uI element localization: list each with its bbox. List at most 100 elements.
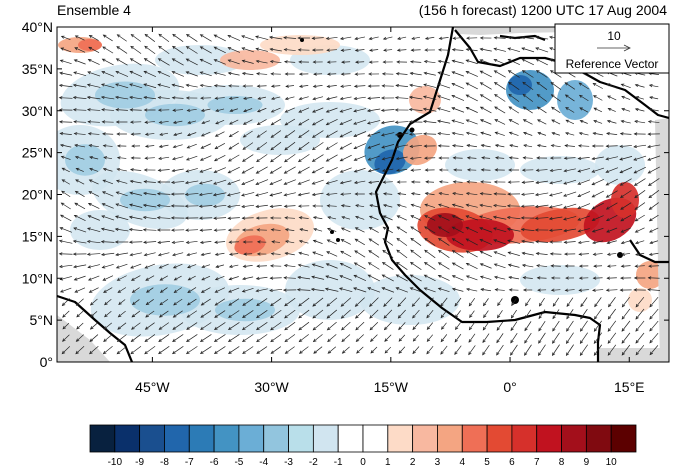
wind-arrow <box>619 178 632 186</box>
wind-arrow <box>59 287 72 293</box>
wind-arrow <box>396 237 408 246</box>
wind-arrow <box>103 287 113 293</box>
wind-arrow <box>129 179 142 184</box>
wind-arrow <box>493 203 507 208</box>
wind-arrow <box>369 204 379 208</box>
wind-arrow <box>285 84 295 88</box>
wind-arrow <box>241 47 255 53</box>
wind-arrow <box>451 107 465 113</box>
wind-arrow <box>73 132 86 136</box>
wind-arrow <box>284 216 295 220</box>
wind-arrow <box>593 107 603 113</box>
wind-arrow <box>339 154 352 162</box>
wind-arrow <box>549 252 562 256</box>
wind-arrow <box>566 320 574 332</box>
wind-arrow <box>270 298 282 307</box>
wind-arrow <box>297 263 310 268</box>
wind-arrow <box>394 96 409 100</box>
wind-arrow <box>143 252 156 257</box>
wind-arrow <box>185 240 198 244</box>
colorbar-label: -7 <box>184 457 194 468</box>
reference-vector-arrowhead <box>623 44 631 52</box>
wind-arrow <box>621 320 631 332</box>
colorbar-label: 1 <box>385 457 391 468</box>
wind-arrow <box>606 252 617 256</box>
wind-arrow <box>437 83 451 89</box>
wind-arrow <box>563 216 577 221</box>
wind-arrow <box>382 226 393 234</box>
wind-arrow <box>242 228 254 232</box>
wind-arrow <box>257 96 267 100</box>
wind-arrow <box>298 251 310 256</box>
wind-arrow <box>422 95 437 100</box>
wind-arrow <box>144 45 156 55</box>
wind-arrow <box>143 83 157 89</box>
wind-arrow <box>367 155 380 161</box>
wind-arrow <box>534 192 549 197</box>
wind-arrow <box>508 119 519 125</box>
wind-arrow <box>451 275 464 281</box>
wind-arrow <box>340 227 351 233</box>
wind-arrow <box>465 82 478 90</box>
colorbar-swatch <box>188 424 215 453</box>
wind-arrow <box>370 346 378 354</box>
wind-arrow <box>382 249 394 258</box>
wind-arrow <box>284 72 295 76</box>
wind-arrow <box>633 178 646 186</box>
wind-arrow <box>507 47 521 53</box>
wind-arrow <box>101 191 114 197</box>
wind-arrow <box>242 154 254 162</box>
colorbar-swatch <box>461 424 488 453</box>
wind-arrow <box>479 250 492 257</box>
wind-arrow <box>424 226 436 234</box>
wind-arrow <box>313 227 323 232</box>
wind-arrow <box>269 47 282 52</box>
wind-arrow <box>380 108 395 112</box>
wind-arrow <box>269 192 283 197</box>
wind-arrow <box>493 180 506 184</box>
wind-arrow <box>86 227 101 233</box>
wind-arrow <box>144 120 155 124</box>
wind-arrow <box>298 321 310 331</box>
negative-anomaly-region <box>240 125 320 155</box>
wind-arrow <box>535 47 549 53</box>
wind-arrow <box>241 179 255 185</box>
island-azores <box>300 38 304 42</box>
wind-arrow <box>578 288 589 292</box>
wind-arrow <box>354 250 366 258</box>
wind-arrow <box>312 251 324 257</box>
colorbar-label: -6 <box>209 457 219 468</box>
wind-arrow <box>74 35 85 41</box>
wind-arrow <box>381 72 394 76</box>
wind-arrow <box>60 155 71 160</box>
wind-arrow <box>129 120 142 124</box>
wind-arrow <box>648 202 659 210</box>
wind-arrow <box>74 202 86 210</box>
wind-arrow <box>565 344 574 357</box>
wind-arrow <box>424 203 436 208</box>
wind-arrow <box>172 263 183 269</box>
wind-arrow <box>649 296 659 308</box>
wind-arrow <box>493 239 507 245</box>
wind-arrow <box>327 334 337 343</box>
wind-arrow <box>466 36 478 40</box>
wind-arrow <box>102 46 114 54</box>
wind-arrow <box>521 239 535 244</box>
wind-arrow <box>621 344 631 356</box>
wind-arrow <box>579 107 589 113</box>
wind-arrow <box>593 264 603 268</box>
wind-arrow <box>242 240 253 244</box>
wind-arrow <box>241 204 255 209</box>
anomaly-region <box>234 235 266 255</box>
wind-arrow <box>115 83 129 89</box>
island-cape-verde-1 <box>330 230 334 234</box>
wind-arrow <box>408 95 423 100</box>
wind-arrow <box>441 322 447 330</box>
wind-arrow <box>426 322 434 330</box>
colorbar-swatch <box>486 424 513 453</box>
wind-arrow <box>143 191 157 196</box>
wind-arrow <box>465 131 478 136</box>
wind-arrow <box>256 142 268 151</box>
wind-arrow <box>367 168 380 173</box>
wind-arrow <box>550 264 561 268</box>
